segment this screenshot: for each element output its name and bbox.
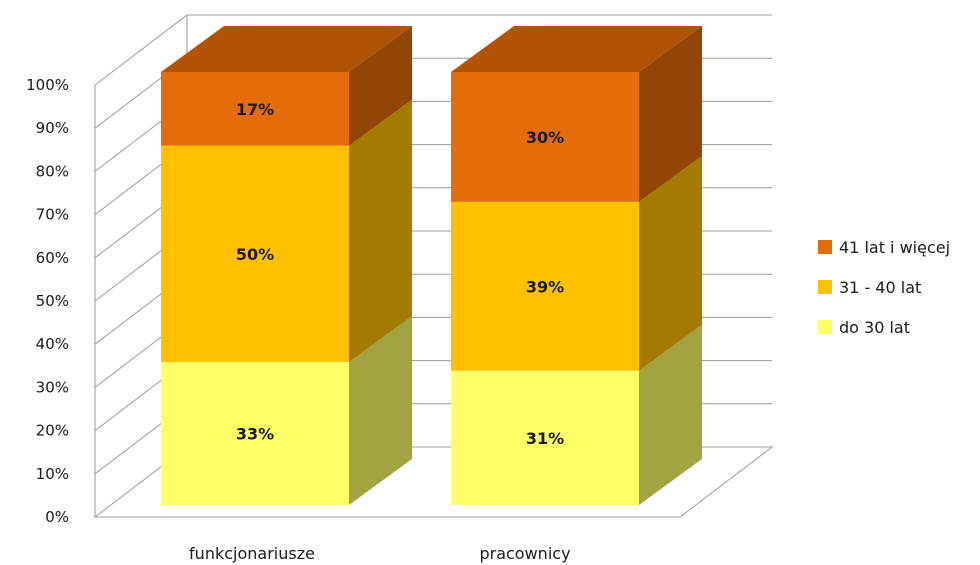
- x-category-label: funkcjonariusze: [189, 544, 315, 563]
- bars: 33% 50% 17% 31% 39% 30%: [161, 26, 702, 505]
- bar-side: [349, 99, 412, 363]
- data-label: 17%: [236, 100, 274, 119]
- bar-side: [349, 316, 412, 505]
- legend-label: do 30 lat: [839, 318, 910, 337]
- bar-front: [161, 145, 349, 363]
- data-label: 50%: [236, 245, 274, 264]
- y-tick-label: 100%: [26, 76, 69, 94]
- bar-side: [349, 26, 412, 146]
- y-tick-label: 80%: [36, 162, 69, 180]
- y-tick-label: 70%: [36, 206, 69, 224]
- bar-front: [451, 201, 639, 371]
- y-tick-label: 60%: [36, 249, 69, 267]
- bar-front: [161, 362, 349, 505]
- y-tick-label: 30%: [36, 378, 69, 396]
- bar-front: [451, 370, 639, 505]
- x-category-label: pracownicy: [479, 544, 570, 563]
- legend-label: 31 - 40 lat: [839, 278, 921, 297]
- bar-side: [639, 324, 702, 505]
- bar-front: [161, 72, 349, 146]
- legend-item: 31 - 40 lat: [818, 278, 921, 297]
- bar-segment: 50%: [161, 99, 412, 363]
- y-axis-ticks: 0% 10% 20% 30% 40% 50% 60% 70% 80% 90% 100%: [26, 76, 69, 526]
- bar-segment: 39%: [451, 155, 702, 371]
- bar-top: [451, 26, 702, 72]
- bar-segment: 33%: [161, 316, 412, 505]
- legend-label: 41 lat i więcej: [839, 238, 950, 257]
- y-tick-label: 40%: [36, 335, 69, 353]
- legend-item: do 30 lat: [818, 318, 910, 337]
- bar-front: [451, 72, 639, 202]
- legend: 41 lat i więcej 31 - 40 lat do 30 lat: [818, 238, 950, 337]
- bar-segment: 17%: [161, 26, 412, 146]
- bar-segment: 30%: [451, 26, 702, 202]
- data-label: 39%: [526, 277, 564, 296]
- bar-top: [161, 26, 412, 72]
- y-tick-label: 10%: [36, 465, 69, 483]
- bar-side: [639, 155, 702, 371]
- bar-side: [639, 26, 702, 202]
- x-axis-categories: funkcjonariusze pracownicy: [189, 544, 570, 563]
- legend-swatch: [818, 320, 832, 334]
- data-label: 33%: [236, 425, 274, 444]
- legend-swatch: [818, 280, 832, 294]
- y-tick-label: 20%: [36, 422, 69, 440]
- data-label: 30%: [526, 128, 564, 147]
- y-tick-label: 0%: [45, 508, 69, 526]
- gridline: [94, 14, 772, 86]
- bar-segment: 31%: [451, 324, 702, 505]
- y-tick-label: 50%: [36, 292, 69, 310]
- legend-swatch: [818, 240, 832, 254]
- y-tick-label: 90%: [36, 119, 69, 137]
- data-label: 31%: [526, 429, 564, 448]
- legend-item: 41 lat i więcej: [818, 238, 950, 257]
